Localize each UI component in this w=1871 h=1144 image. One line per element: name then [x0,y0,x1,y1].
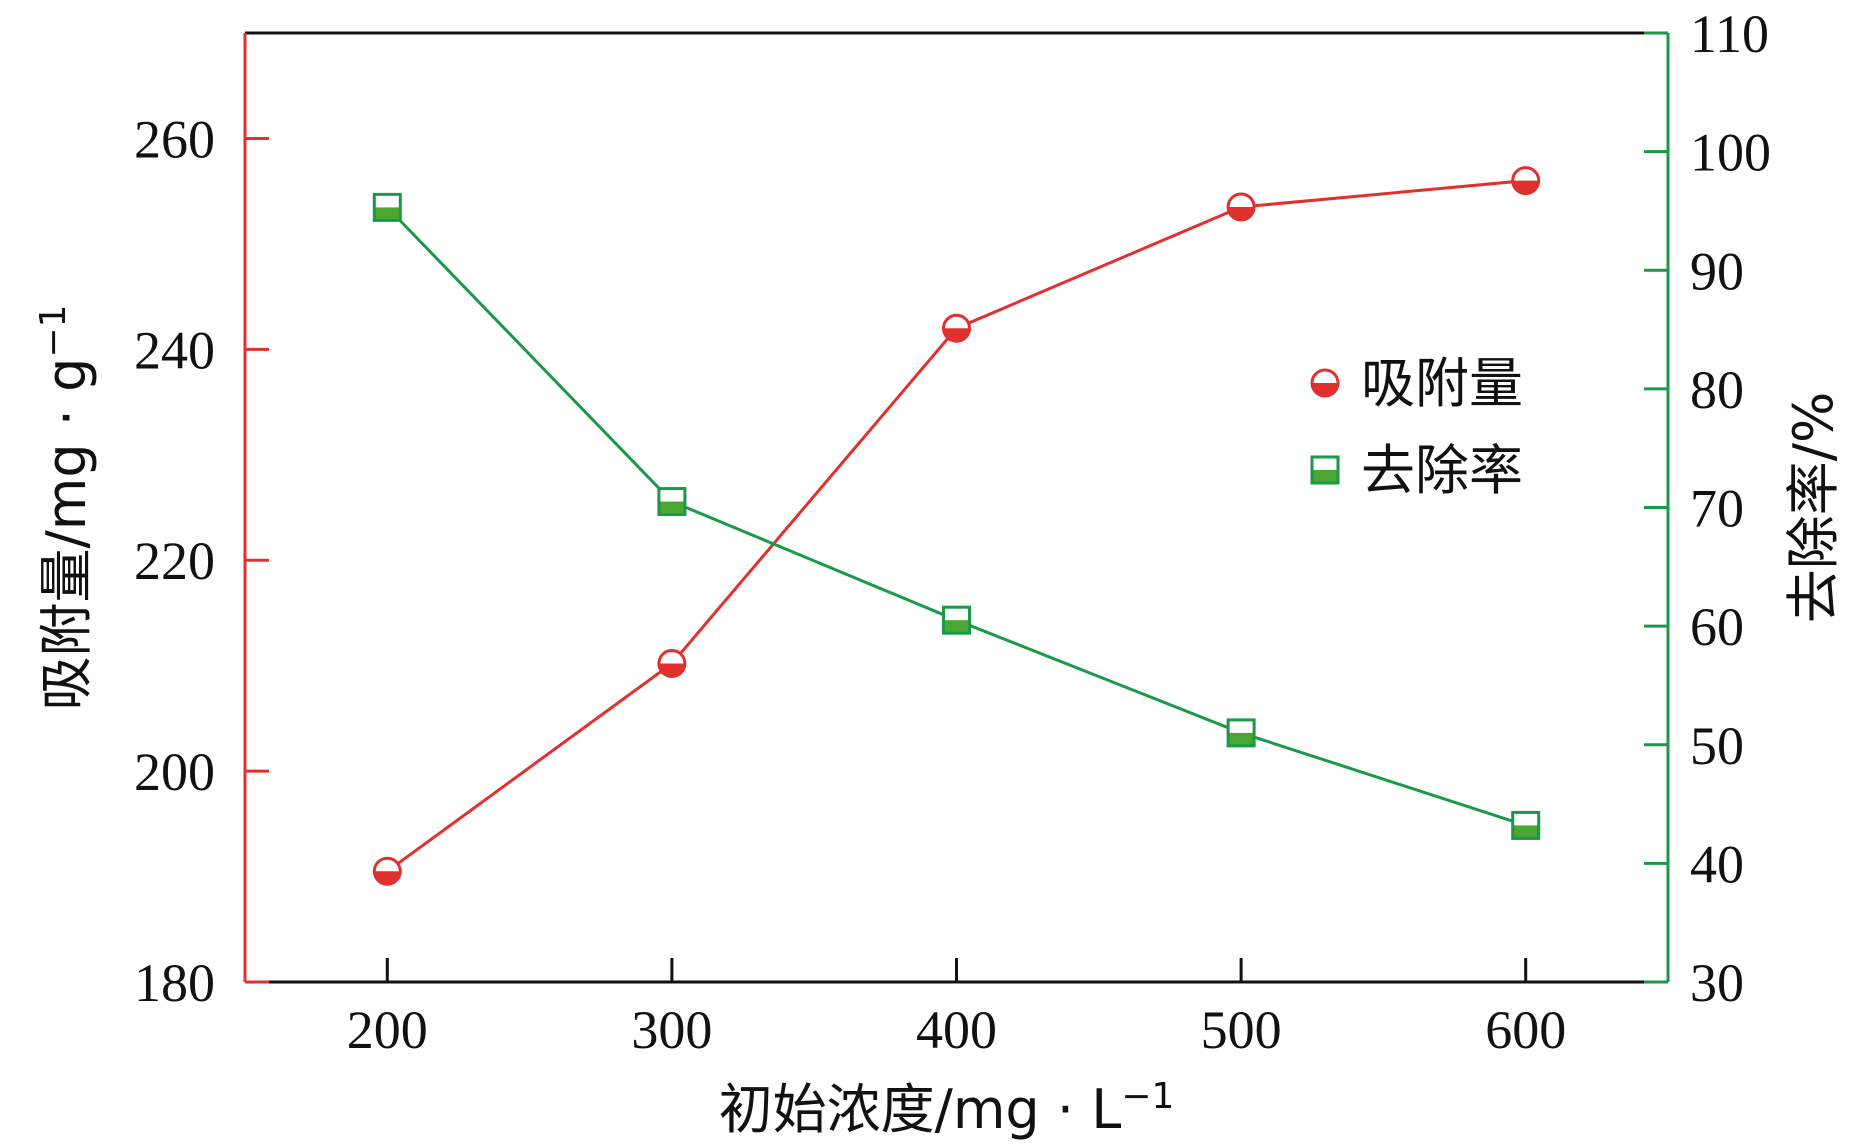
data-point-2 [372,192,402,222]
marker-half-fill [374,207,401,221]
data-point-2 [1226,718,1256,748]
marker-outline [1310,455,1340,485]
data-point-1 [657,649,687,679]
marker-outline [1226,718,1256,748]
marker-outline [1226,192,1256,222]
data-point-1 [942,313,971,343]
right-y-tick-label: 110 [1690,4,1769,64]
x-tick-label: 200 [347,1000,428,1060]
series-layer [372,166,1541,886]
marker-outline [657,649,687,679]
x-tick-label: 600 [1485,1000,1566,1060]
x-tick-label: 300 [631,1000,712,1060]
marker-outline [372,192,402,222]
marker-outline [942,605,971,635]
left-y-axis-title-sup: −1 [33,305,74,358]
legend-label: 去除率 [1361,439,1523,502]
left-y-tick-label: 240 [134,320,215,380]
right-y-tick-label: 50 [1690,716,1744,776]
x-axis-title: 初始浓度/mg · L−1 [719,1076,1175,1142]
data-point-1 [1226,192,1256,222]
marker-outline [1511,810,1541,840]
marker-half-fill [658,501,685,515]
left-y-tick-label: 220 [134,531,215,591]
data-point-2 [942,605,971,635]
legend-label: 吸附量 [1361,352,1523,415]
plot-frame [243,31,1670,984]
marker-outline [1511,166,1541,196]
left-y-axis-title: 吸附量/mg · g−1 [33,305,99,711]
series-line-1 [386,179,1526,873]
marker-half-fill [1228,732,1255,746]
right-y-tick-label: 60 [1690,597,1744,657]
right-y-tick-label: 90 [1690,241,1744,301]
legend-marker [1310,455,1340,485]
marker-outline [657,487,687,517]
right-y-axis: 30 40 50 60 70 80 90 100 110 [1644,4,1771,1013]
data-point-1 [372,856,402,886]
legend-marker [1310,368,1340,398]
left-y-axis: 180 200 220 240 260 [134,109,269,1013]
left-y-tick-label: 200 [134,742,215,802]
marker-half-fill [943,620,970,634]
x-axis-title-text: 初始浓度/mg · L [719,1078,1122,1141]
marker-outline [372,856,402,886]
left-y-axis-title-text: 吸附量/mg · g [35,358,98,711]
x-axis-title-sup: −1 [1121,1076,1174,1117]
marker-half-fill [1512,825,1539,839]
right-y-tick-label: 30 [1690,953,1744,1013]
data-point-2 [1511,810,1541,840]
x-tick-label: 400 [916,1000,997,1060]
right-y-tick-label: 70 [1690,479,1744,539]
data-point-1 [1511,166,1541,196]
left-y-tick-label: 260 [134,109,215,169]
marker-outline [942,313,971,343]
marker-outline [1310,368,1340,398]
marker-half-fill [1312,470,1338,483]
series-line-2 [386,206,1527,827]
x-axis: 200 300 400 500 600 [347,958,1566,1060]
data-point-2 [657,487,687,517]
right-y-tick-label: 80 [1690,360,1744,420]
x-tick-label: 500 [1201,1000,1282,1060]
left-y-tick-label: 180 [134,953,215,1013]
right-y-tick-label: 100 [1690,123,1771,183]
right-y-tick-label: 40 [1690,834,1744,894]
right-y-axis-title: 去除率/% [1782,392,1845,624]
